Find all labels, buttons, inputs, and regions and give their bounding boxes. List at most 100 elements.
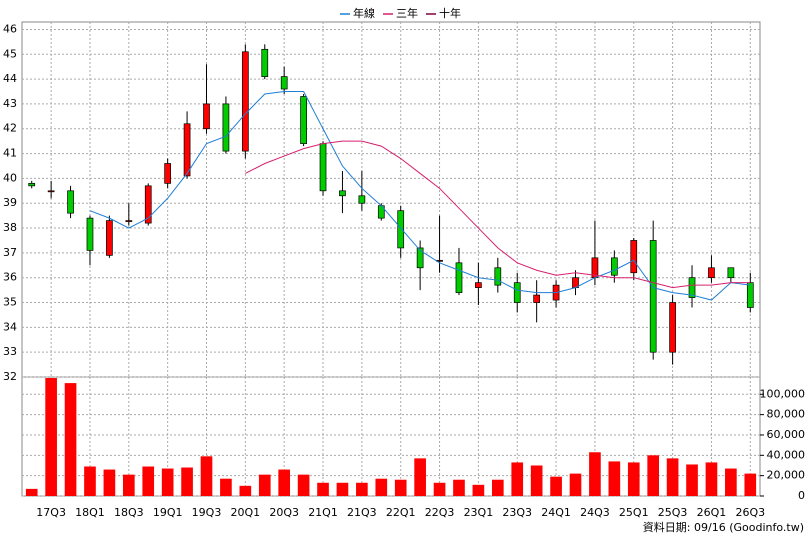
candle-body	[183, 123, 191, 177]
candle-body	[746, 282, 754, 308]
candle-body	[300, 96, 307, 144]
candle-body	[649, 240, 657, 353]
x-tick-label: 26Q1	[697, 506, 727, 519]
candle-body	[669, 302, 676, 353]
volume-bar	[530, 465, 543, 496]
volume-bar	[453, 479, 465, 496]
volume-bar	[200, 456, 213, 496]
volume-bar	[278, 469, 291, 496]
volume-bar	[258, 474, 271, 496]
y-tick-label: 45	[3, 47, 17, 60]
price-panel	[21, 21, 761, 378]
volume-bar	[725, 468, 737, 496]
y2-tick-label: 40,000	[767, 448, 806, 461]
x-tick-label: 18Q3	[114, 506, 144, 519]
candle-body	[708, 267, 715, 279]
y-tick-label: 33	[3, 345, 17, 358]
candle-body	[513, 282, 521, 303]
candle-body	[144, 185, 152, 224]
volume-bar	[64, 383, 77, 496]
volume-bar	[608, 461, 621, 496]
candle-body	[106, 220, 113, 256]
candle-body	[494, 267, 502, 286]
candle-body	[630, 240, 638, 274]
candle-body	[86, 217, 94, 251]
candle-body	[475, 282, 482, 288]
volume-bar	[103, 469, 116, 496]
x-tick-label: 17Q3	[36, 506, 66, 519]
x-tick-label: 21Q3	[347, 506, 377, 519]
y-tick-label: 42	[3, 122, 17, 135]
volume-bar	[336, 482, 349, 496]
volume-bar	[666, 458, 679, 496]
volume-bar	[181, 467, 193, 496]
volume-bar	[414, 458, 426, 496]
y-tick-label: 41	[3, 147, 17, 160]
volume-bar	[394, 479, 407, 496]
x-tick-label: 22Q1	[386, 506, 416, 519]
candle-body	[727, 267, 735, 279]
y-tick-label: 37	[3, 246, 17, 259]
x-tick-label: 20Q1	[231, 506, 261, 519]
x-tick-label: 22Q3	[425, 506, 455, 519]
volume-bar	[647, 455, 660, 496]
x-tick-label: 18Q1	[75, 506, 105, 519]
candle-body	[397, 210, 405, 249]
candle-body	[203, 103, 210, 130]
candle-body	[67, 190, 74, 214]
candle-body	[610, 257, 618, 276]
volume-bar	[433, 482, 446, 496]
x-tick-label: 25Q1	[619, 506, 649, 519]
volume-bar	[550, 476, 562, 496]
volume-bar	[686, 464, 698, 496]
y-tick-label: 32	[3, 370, 17, 383]
volume-bar	[356, 482, 368, 496]
candle-body	[241, 51, 249, 152]
volume-bar	[84, 466, 96, 496]
candle-body	[222, 103, 230, 152]
volume-bar	[239, 485, 252, 496]
volume-bar	[161, 468, 174, 496]
volume-bar	[705, 462, 718, 496]
candle-body	[358, 195, 366, 204]
volume-bar	[297, 474, 310, 496]
legend-label: 三年	[396, 6, 418, 20]
volume-bar	[589, 452, 601, 496]
y2-tick-label: 60,000	[767, 428, 806, 441]
volume-bar	[375, 478, 388, 496]
candle-body	[125, 220, 133, 222]
y-tick-label: 38	[3, 221, 17, 234]
candle-body	[319, 143, 327, 192]
y-tick-label: 39	[3, 196, 17, 209]
y2-tick-label: 100,000	[760, 387, 806, 400]
volume-bar	[569, 473, 582, 496]
footer: 資料日期: 09/16 (Goodinfo.tw)	[643, 520, 804, 534]
y2-tick-label: 80,000	[767, 408, 806, 421]
candle-body	[416, 247, 424, 269]
volume-bar	[122, 474, 135, 496]
candle-body	[339, 190, 346, 197]
volume-bar	[142, 466, 155, 496]
x-tick-label: 25Q3	[658, 506, 688, 519]
y-tick-label: 40	[3, 171, 17, 184]
candle-body	[533, 294, 541, 303]
candle-body	[455, 262, 463, 293]
volume-bar	[491, 479, 504, 496]
y2-tick-label: 0	[798, 489, 805, 502]
x-tick-label: 19Q3	[192, 506, 222, 519]
volume-bar	[744, 473, 757, 496]
candle-body	[280, 76, 288, 90]
y-tick-label: 34	[3, 320, 17, 333]
legend-label: 十年	[439, 6, 461, 20]
volume-bar	[317, 482, 329, 496]
ma-line	[89, 91, 751, 301]
x-tick-label: 19Q1	[153, 506, 183, 519]
x-tick-label: 24Q3	[580, 506, 610, 519]
candle-body	[28, 183, 36, 187]
y-tick-label: 43	[3, 97, 17, 110]
candle-body	[164, 163, 172, 184]
y2-tick-label: 20,000	[767, 469, 806, 482]
volume-bar	[627, 462, 640, 496]
x-tick-label: 20Q3	[269, 506, 299, 519]
